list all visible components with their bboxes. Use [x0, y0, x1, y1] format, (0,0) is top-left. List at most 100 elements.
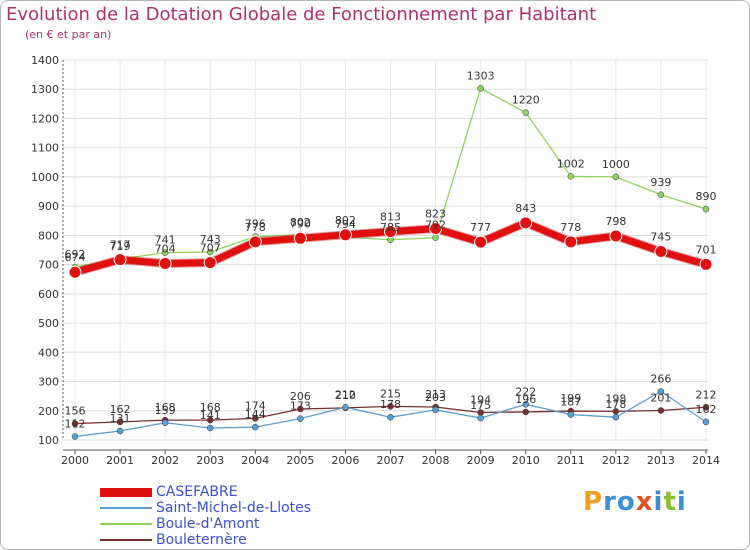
data-label: 168	[155, 401, 176, 414]
chart-title: Evolution de la Dotation Globale de Fonc…	[6, 4, 597, 25]
y-tick-label: 1300	[31, 83, 59, 96]
x-tick-label: 2002	[151, 454, 179, 467]
data-label: 213	[425, 388, 446, 401]
data-label: 701	[696, 243, 717, 256]
data-point	[429, 222, 443, 236]
data-label: 198	[605, 392, 626, 405]
legend-label: CASEFABRE	[156, 484, 238, 500]
data-label: 215	[380, 387, 401, 400]
y-tick-label: 800	[38, 229, 59, 242]
data-label: 206	[290, 390, 311, 403]
data-point	[116, 418, 124, 426]
x-tick-label: 2012	[602, 454, 630, 467]
data-label: 743	[200, 233, 221, 246]
data-label: 798	[605, 215, 626, 228]
x-tick-label: 2001	[106, 454, 134, 467]
legend-swatch	[100, 523, 152, 525]
data-point	[68, 265, 82, 279]
data-point	[474, 235, 488, 249]
data-label: 194	[470, 394, 491, 407]
x-tick-label: 2008	[422, 454, 450, 467]
y-tick-label: 600	[38, 288, 59, 301]
data-point	[432, 406, 439, 414]
legend-swatch	[100, 487, 152, 497]
data-label: 112	[65, 417, 86, 430]
data-point	[206, 424, 214, 432]
data-label: 222	[515, 385, 536, 398]
data-label: 212	[335, 388, 356, 401]
data-label: 785	[380, 221, 401, 234]
data-point	[702, 418, 710, 426]
data-label: 162	[110, 403, 131, 416]
data-point	[612, 173, 620, 181]
series-group	[68, 85, 713, 440]
x-tick-label: 2009	[467, 454, 495, 467]
data-point	[477, 414, 484, 422]
data-label: 1000	[602, 158, 630, 171]
data-point	[387, 413, 394, 421]
data-label: 187	[560, 396, 581, 409]
x-tick-label: 2011	[557, 454, 585, 467]
data-label: 707	[200, 242, 221, 255]
data-point	[71, 433, 79, 440]
data-label: 692	[65, 248, 86, 261]
data-label: 802	[290, 216, 311, 229]
data-label: 939	[650, 176, 671, 189]
axes: 100 200 300 400 500 600 700 800 900 1000 1100 1200 1…	[31, 54, 720, 467]
data-point	[161, 419, 169, 427]
data-label: 168	[200, 401, 221, 414]
data-label: 745	[650, 230, 671, 243]
data-point	[116, 427, 124, 435]
y-tick-label: 1400	[31, 54, 59, 67]
data-label: 741	[155, 234, 176, 247]
data-label: 144	[245, 408, 266, 421]
y-tick-label: 1000	[31, 171, 59, 184]
data-label: 266	[650, 372, 671, 385]
x-tick-label: 2006	[331, 454, 359, 467]
data-point	[702, 205, 710, 213]
data-point	[567, 173, 575, 180]
data-label: 674	[65, 251, 86, 264]
data-label: 796	[245, 218, 266, 231]
data-label: 778	[245, 221, 266, 234]
data-label: 1303	[467, 69, 495, 82]
data-point	[657, 388, 665, 395]
data-label: 203	[425, 391, 446, 404]
y-tick-label: 100	[38, 434, 59, 447]
data-label: 173	[290, 400, 311, 413]
x-tick-label: 2004	[241, 454, 269, 467]
data-label: 777	[470, 221, 491, 234]
data-point	[522, 401, 529, 408]
x-tick-label: 2013	[647, 454, 675, 467]
data-point	[206, 248, 214, 256]
data-label: 704	[155, 242, 176, 255]
data-point	[657, 191, 665, 199]
data-label: 199	[560, 392, 581, 405]
data-label: 174	[245, 399, 266, 412]
data-label: 159	[155, 404, 176, 417]
x-tick-label: 2003	[196, 454, 224, 467]
data-label: 162	[696, 403, 717, 416]
data-point	[432, 234, 439, 241]
data-point	[252, 415, 259, 422]
data-label: 131	[110, 412, 131, 425]
data-point	[342, 404, 349, 411]
y-tick-label: 1200	[31, 112, 59, 125]
y-tick-label: 700	[38, 259, 59, 272]
data-point	[203, 256, 217, 270]
data-label: 175	[470, 399, 491, 412]
data-label: 717	[110, 239, 131, 252]
x-tick-label: 2005	[286, 454, 314, 467]
data-label: 843	[515, 202, 536, 215]
data-point	[113, 253, 127, 267]
proxiti-logo: Proxiti	[583, 487, 687, 517]
data-label: 778	[560, 221, 581, 234]
data-point	[206, 416, 214, 424]
data-point	[612, 413, 620, 421]
data-point	[297, 415, 304, 422]
data-label: 792	[425, 219, 446, 232]
chart-subtitle: (en € et par an)	[25, 28, 112, 41]
x-tick-label: 2007	[377, 454, 405, 467]
